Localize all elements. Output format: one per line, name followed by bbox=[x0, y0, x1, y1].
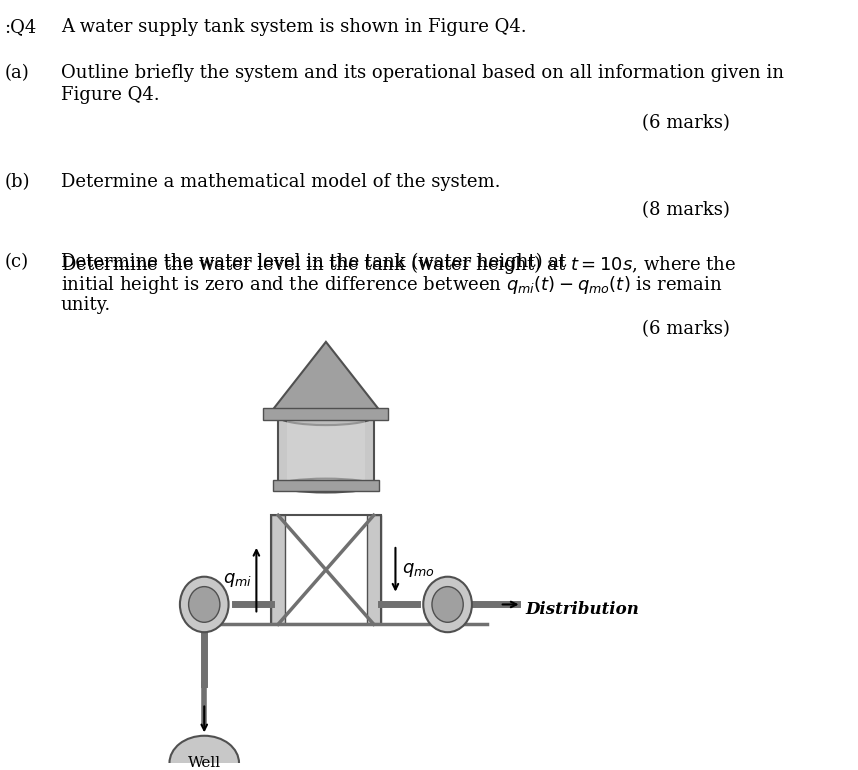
Circle shape bbox=[432, 587, 463, 622]
Text: $q_{mi}$: $q_{mi}$ bbox=[223, 571, 252, 589]
Bar bbox=[271, 515, 285, 624]
Text: (a): (a) bbox=[4, 65, 29, 82]
Text: Determine a mathematical model of the system.: Determine a mathematical model of the sy… bbox=[61, 173, 500, 192]
Circle shape bbox=[180, 577, 228, 632]
Circle shape bbox=[189, 587, 220, 622]
Bar bbox=[366, 515, 381, 624]
Text: unity.: unity. bbox=[61, 296, 111, 314]
Ellipse shape bbox=[278, 479, 374, 493]
Text: (b): (b) bbox=[4, 173, 30, 192]
Text: Outline briefly the system and its operational based on all information given in: Outline briefly the system and its opera… bbox=[61, 65, 784, 82]
Text: Determine the water level in the tank (water height) at: Determine the water level in the tank (w… bbox=[61, 253, 572, 271]
Text: (6 marks): (6 marks) bbox=[642, 114, 730, 132]
Text: (c): (c) bbox=[4, 253, 28, 271]
Bar bbox=[287, 421, 365, 480]
Ellipse shape bbox=[278, 407, 374, 425]
Bar bbox=[271, 515, 381, 624]
Bar bbox=[273, 480, 379, 491]
Text: initial height is zero and the difference between $q_{mi}(t) - q_{mo}(t)$ is rem: initial height is zero and the differenc… bbox=[61, 274, 722, 296]
Text: Determine the water level in the tank (water height) at $t = 10s$, where the: Determine the water level in the tank (w… bbox=[61, 253, 736, 276]
Circle shape bbox=[423, 577, 472, 632]
Polygon shape bbox=[268, 342, 384, 416]
Ellipse shape bbox=[170, 736, 239, 770]
Text: Figure Q4.: Figure Q4. bbox=[61, 86, 160, 104]
Bar bbox=[278, 416, 374, 486]
Text: (6 marks): (6 marks) bbox=[642, 320, 730, 338]
Text: Distribution: Distribution bbox=[526, 601, 640, 618]
Text: $q_{mo}$: $q_{mo}$ bbox=[402, 561, 435, 579]
Text: A water supply tank system is shown in Figure Q4.: A water supply tank system is shown in F… bbox=[61, 18, 527, 36]
Bar bbox=[263, 408, 389, 420]
Text: Well: Well bbox=[188, 756, 221, 770]
Text: :Q4: :Q4 bbox=[4, 18, 37, 36]
Text: (8 marks): (8 marks) bbox=[642, 201, 730, 219]
